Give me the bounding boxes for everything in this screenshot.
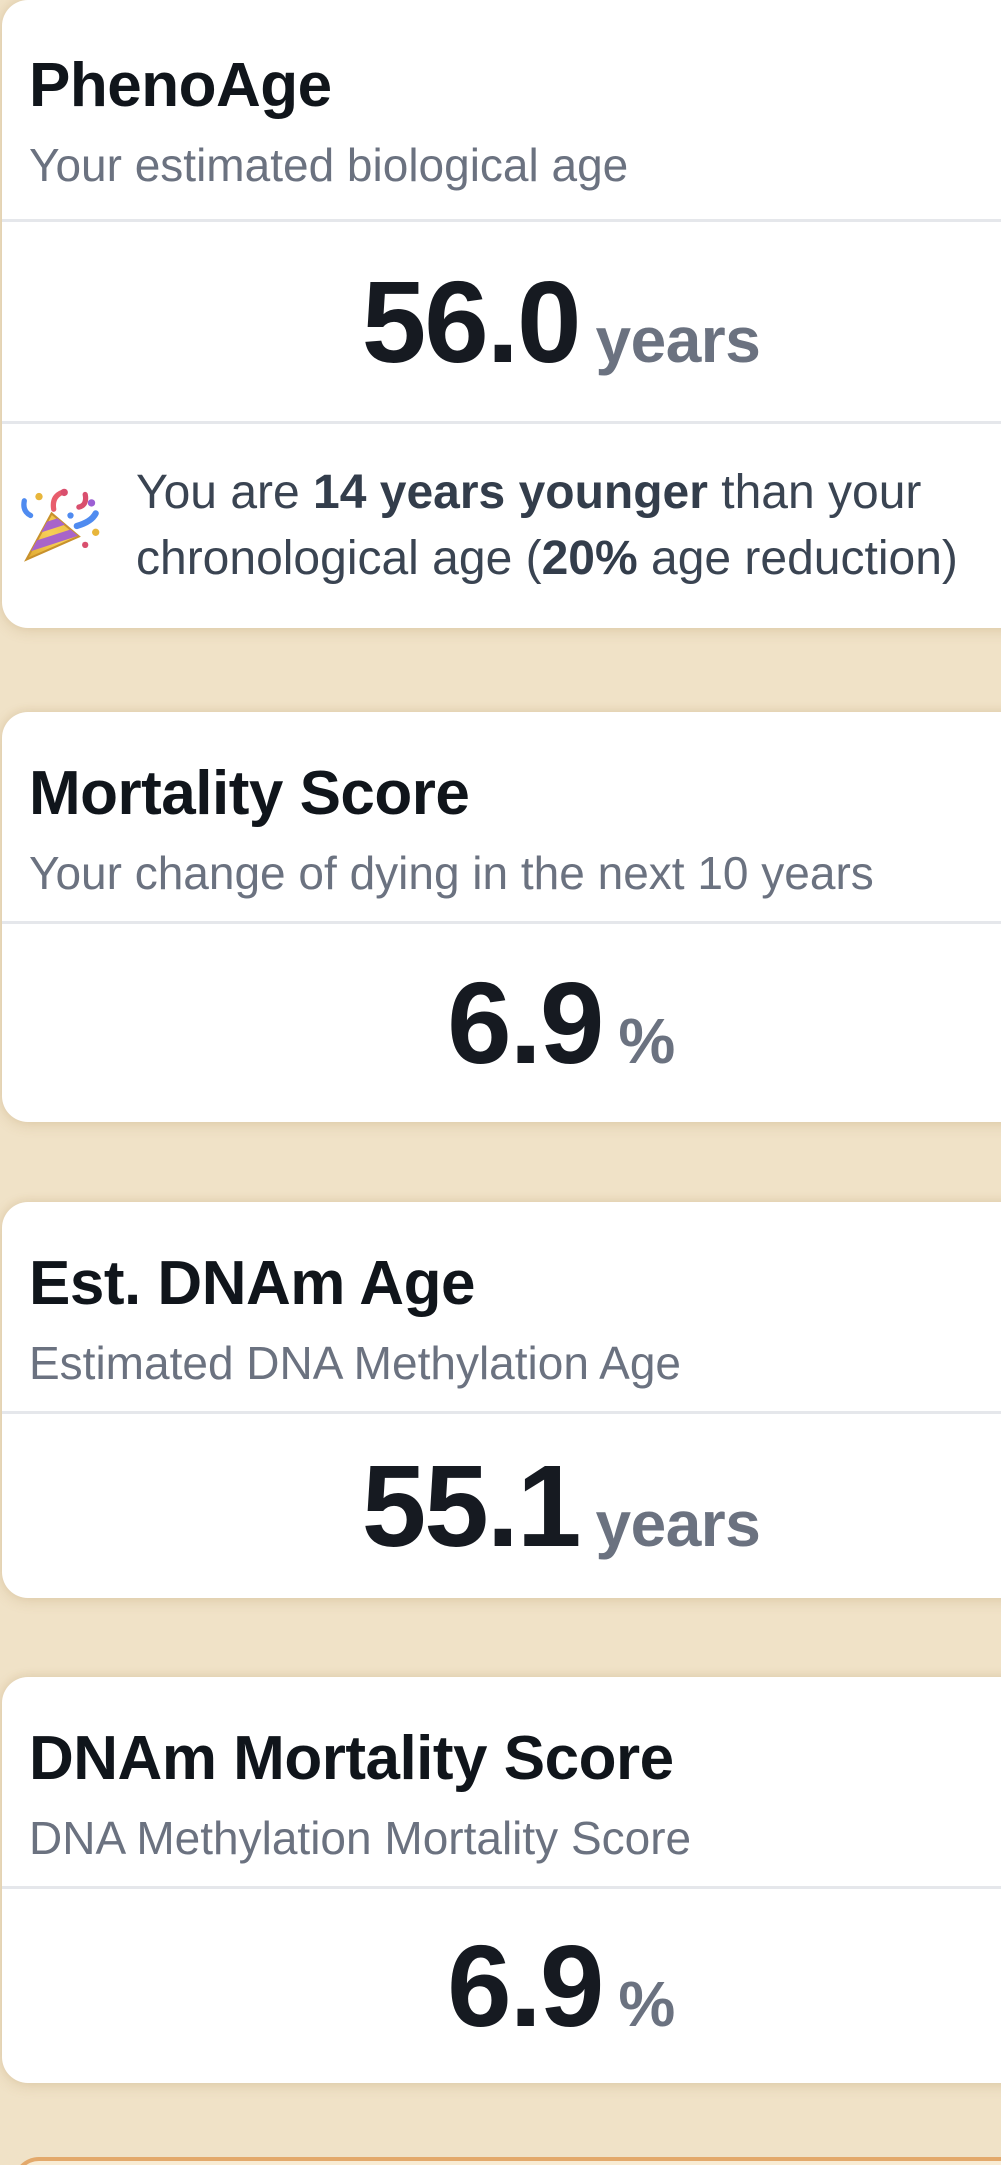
dnam-age-unit: years	[595, 1488, 761, 1560]
age-reduction-note: You are 14 years younger than your chron…	[2, 421, 1001, 628]
card-dnam-mortality-header: DNAm Mortality Score DNA Methylation Mor…	[2, 1677, 1001, 1889]
age-reduction-text: You are 14 years younger than your chron…	[136, 466, 958, 585]
card-dnam-age-header: Est. DNAm Age Estimated DNA Methylation …	[2, 1202, 1001, 1414]
phenoage-value: 56.0	[361, 256, 582, 387]
card-subtitle: Your estimated biological age	[29, 139, 629, 191]
phenoage-unit: years	[595, 303, 761, 376]
party-popper-icon	[18, 484, 102, 568]
dnam-mortality-unit: %	[618, 1968, 675, 2040]
card-value-row: 6.9 %	[2, 1889, 1001, 2083]
card-title: Mortality Score	[29, 759, 470, 828]
dnam-age-value: 55.1	[361, 1441, 582, 1571]
mortality-value: 6.9	[447, 958, 604, 1088]
card-subtitle: Estimated DNA Methylation Age	[29, 1337, 681, 1389]
card-value-row: 56.0 years	[2, 222, 1001, 421]
card-title: Est. DNAm Age	[29, 1249, 475, 1318]
card-title: DNAm Mortality Score	[29, 1724, 674, 1793]
card-value-row: 55.1 years	[2, 1414, 1001, 1598]
card-mortality-header: Mortality Score Your change of dying in …	[2, 712, 1001, 924]
page-title: PhenoAge	[29, 51, 332, 120]
card-value-row: 6.9 %	[2, 924, 1001, 1122]
card-subtitle: Your change of dying in the next 10 year…	[29, 847, 874, 899]
next-card-top-edge	[13, 2157, 1001, 2165]
card-mortality-score: Mortality Score Your change of dying in …	[2, 712, 1001, 1122]
card-dnam-mortality: DNAm Mortality Score DNA Methylation Mor…	[2, 1677, 1001, 2083]
card-phenoage-header: PhenoAge Your estimated biological age	[2, 0, 1001, 222]
card-phenoage: PhenoAge Your estimated biological age 5…	[2, 0, 1001, 628]
card-dnam-age: Est. DNAm Age Estimated DNA Methylation …	[2, 1202, 1001, 1598]
dnam-mortality-value: 6.9	[447, 1921, 604, 2051]
mortality-unit: %	[618, 1005, 675, 1077]
card-subtitle: DNA Methylation Mortality Score	[29, 1812, 692, 1864]
